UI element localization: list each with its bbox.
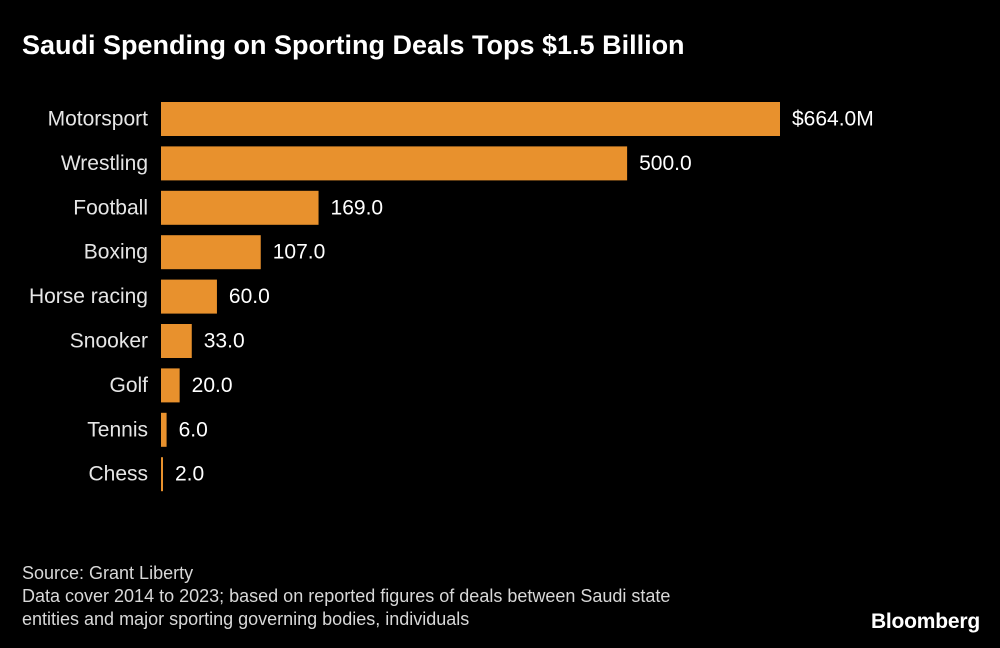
value-label-motorsport: $664.0M bbox=[792, 108, 874, 131]
category-label-motorsport: Motorsport bbox=[48, 108, 149, 131]
value-label-tennis: 6.0 bbox=[179, 418, 208, 441]
chart-footer: Source: Grant Liberty Data cover 2014 to… bbox=[22, 562, 782, 631]
bar-wrestling bbox=[161, 146, 628, 181]
category-label-chess: Chess bbox=[88, 463, 148, 486]
chart-title: Saudi Spending on Sporting Deals Tops $1… bbox=[22, 30, 685, 60]
bar-chess bbox=[161, 457, 163, 492]
value-label-snooker: 33.0 bbox=[204, 330, 245, 353]
category-label-golf: Golf bbox=[109, 374, 148, 397]
value-label-football: 169.0 bbox=[331, 196, 384, 219]
value-label-boxing: 107.0 bbox=[273, 241, 326, 264]
data-note-line-2: entities and major sporting governing bo… bbox=[22, 609, 470, 629]
bar-motorsport bbox=[161, 102, 780, 136]
value-label-chess: 2.0 bbox=[175, 463, 204, 486]
category-label-wrestling: Wrestling bbox=[61, 152, 148, 175]
value-label-horse-racing: 60.0 bbox=[229, 285, 270, 308]
value-label-golf: 20.0 bbox=[192, 374, 233, 397]
bar-chart: Motorsport $664.0M Wrestling 500.0 Football 1… bbox=[29, 102, 874, 492]
bar-golf bbox=[161, 368, 180, 403]
bar-snooker bbox=[161, 324, 192, 358]
category-label-tennis: Tennis bbox=[87, 418, 148, 441]
bar-boxing bbox=[161, 235, 261, 270]
value-label-wrestling: 500.0 bbox=[639, 152, 692, 175]
data-note-line-1: Data cover 2014 to 2023; based on report… bbox=[22, 586, 671, 606]
category-label-snooker: Snooker bbox=[70, 330, 148, 353]
category-label-horse-racing: Horse racing bbox=[29, 285, 148, 308]
bloomberg-logo: Bloomberg bbox=[870, 610, 980, 633]
category-label-boxing: Boxing bbox=[84, 241, 148, 264]
category-label-football: Football bbox=[73, 196, 148, 219]
source-note: Source: Grant Liberty bbox=[22, 563, 194, 583]
bar-football bbox=[161, 190, 319, 225]
bar-tennis bbox=[161, 412, 167, 447]
bar-horse-racing bbox=[161, 279, 217, 314]
